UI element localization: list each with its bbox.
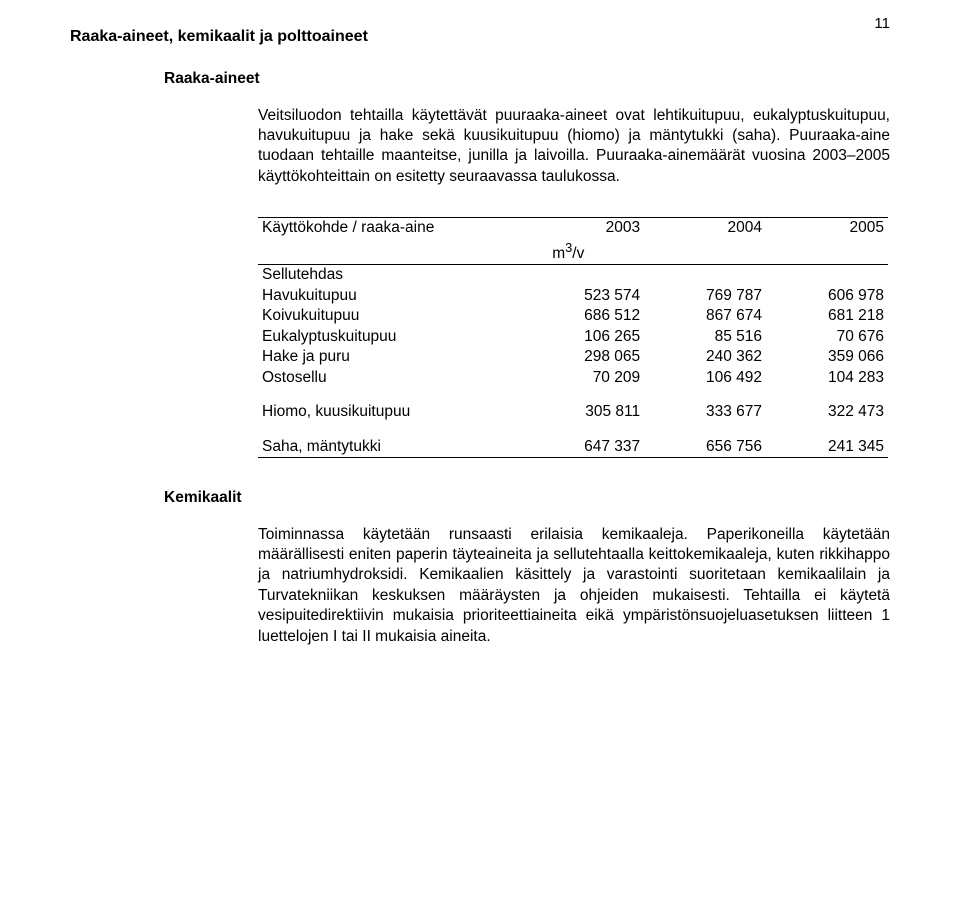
row-label: Eukalyptuskuitupuu [258, 327, 522, 347]
row-label: Havukuitupuu [258, 286, 522, 306]
table-spacer [258, 423, 888, 437]
row-val: 647 337 [522, 437, 644, 458]
table-group1-title: Sellutehdas [258, 265, 888, 286]
table-spacer [258, 388, 888, 402]
unit-m: m [552, 245, 565, 262]
table-row: Ostosellu 70 209 106 492 104 283 [258, 368, 888, 388]
row-val: 298 065 [522, 347, 644, 367]
row-label: Koivukuitupuu [258, 306, 522, 326]
row-label: Ostosellu [258, 368, 522, 388]
row-val: 769 787 [644, 286, 766, 306]
table-header-label: Käyttökohde / raaka-aine [258, 218, 522, 239]
row-label: Hiomo, kuusikuitupuu [258, 402, 522, 422]
page: 11 Raaka-aineet, kemikaalit ja polttoain… [0, 0, 960, 898]
table-year-0: 2003 [522, 218, 644, 239]
row-label: Hake ja puru [258, 347, 522, 367]
row-val: 359 066 [766, 347, 888, 367]
row-val: 322 473 [766, 402, 888, 422]
row-val: 104 283 [766, 368, 888, 388]
row-val: 523 574 [522, 286, 644, 306]
section2-paragraph: Toiminnassa käytetään runsaasti erilaisi… [258, 525, 890, 648]
row-val: 333 677 [644, 402, 766, 422]
table-year-2: 2005 [766, 218, 888, 239]
row-val: 106 492 [644, 368, 766, 388]
page-number: 11 [874, 14, 890, 34]
row-val: 867 674 [644, 306, 766, 326]
row-val: 106 265 [522, 327, 644, 347]
section-heading-raaka-aineet: Raaka-aineet [164, 69, 890, 89]
unit-suffix: /v [572, 245, 584, 262]
row-val: 681 218 [766, 306, 888, 326]
row-val: 606 978 [766, 286, 888, 306]
row-val: 240 362 [644, 347, 766, 367]
page-title: Raaka-aineet, kemikaalit ja polttoaineet [70, 26, 890, 47]
row-val: 656 756 [644, 437, 766, 458]
table-row: Havukuitupuu 523 574 769 787 606 978 [258, 286, 888, 306]
table-row: Saha, mäntytukki 647 337 656 756 241 345 [258, 437, 888, 458]
row-val: 85 516 [644, 327, 766, 347]
row-val: 70 209 [522, 368, 644, 388]
table-row: Hiomo, kuusikuitupuu 305 811 333 677 322… [258, 402, 888, 422]
row-val: 305 811 [522, 402, 644, 422]
table-unit-row: m3/v [258, 239, 888, 265]
row-val: 686 512 [522, 306, 644, 326]
table-row: Koivukuitupuu 686 512 867 674 681 218 [258, 306, 888, 326]
row-val: 241 345 [766, 437, 888, 458]
section-heading-kemikaalit: Kemikaalit [164, 488, 890, 508]
section1-paragraph: Veitsiluodon tehtailla käytettävät puura… [258, 106, 890, 188]
table-header-row: Käyttökohde / raaka-aine 2003 2004 2005 [258, 218, 888, 239]
raaka-aine-table: Käyttökohde / raaka-aine 2003 2004 2005 … [258, 217, 888, 458]
row-val: 70 676 [766, 327, 888, 347]
table-row: Hake ja puru 298 065 240 362 359 066 [258, 347, 888, 367]
table-group1-title-row: Sellutehdas [258, 265, 888, 286]
table-unit: m3/v [522, 239, 644, 265]
row-label: Saha, mäntytukki [258, 437, 522, 458]
table-row: Eukalyptuskuitupuu 106 265 85 516 70 676 [258, 327, 888, 347]
table-year-1: 2004 [644, 218, 766, 239]
